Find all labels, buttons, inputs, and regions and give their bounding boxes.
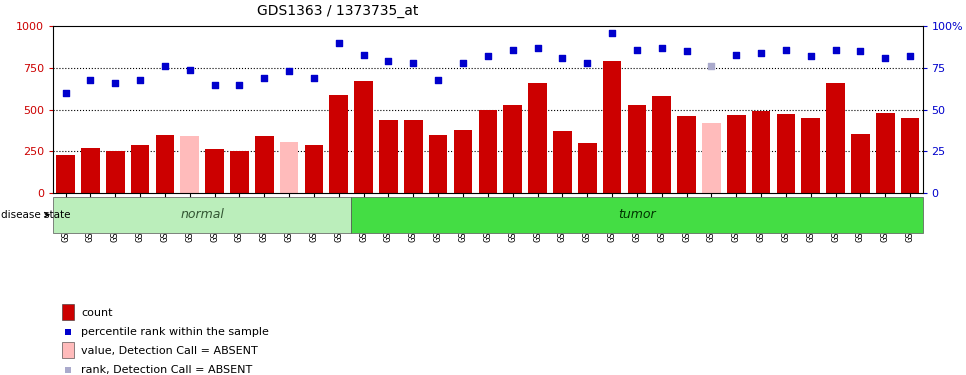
Point bbox=[406, 60, 421, 66]
Point bbox=[107, 80, 123, 86]
Point bbox=[505, 46, 521, 53]
Bar bbox=[603, 61, 621, 193]
Text: value, Detection Call = ABSENT: value, Detection Call = ABSENT bbox=[81, 346, 258, 356]
Point bbox=[281, 68, 297, 74]
Bar bbox=[280, 142, 298, 193]
Point bbox=[580, 60, 595, 66]
Point bbox=[381, 58, 396, 64]
Bar bbox=[304, 145, 324, 193]
Point bbox=[703, 63, 719, 69]
Bar bbox=[130, 145, 150, 193]
Point bbox=[853, 48, 868, 54]
Point bbox=[629, 46, 644, 53]
Point bbox=[877, 55, 893, 61]
Point bbox=[902, 53, 918, 59]
Point bbox=[257, 75, 272, 81]
Bar bbox=[329, 94, 348, 193]
Bar bbox=[478, 110, 497, 193]
Bar bbox=[181, 136, 199, 193]
Bar bbox=[62, 304, 74, 320]
Point bbox=[779, 46, 794, 53]
Text: tumor: tumor bbox=[618, 208, 656, 221]
Bar bbox=[702, 123, 721, 193]
Bar bbox=[454, 130, 472, 193]
Point bbox=[232, 82, 247, 88]
Bar bbox=[56, 155, 75, 193]
Text: count: count bbox=[81, 308, 112, 318]
Bar bbox=[528, 83, 547, 193]
Point bbox=[58, 90, 73, 96]
Point bbox=[207, 82, 222, 88]
Bar bbox=[876, 113, 895, 193]
Bar bbox=[156, 135, 174, 193]
Bar bbox=[429, 135, 447, 193]
Bar bbox=[851, 134, 869, 193]
Bar bbox=[355, 81, 373, 193]
Bar bbox=[106, 152, 125, 193]
Point bbox=[654, 45, 669, 51]
Point bbox=[605, 30, 620, 36]
Point bbox=[728, 52, 744, 58]
Bar bbox=[62, 342, 74, 358]
Bar bbox=[53, 197, 352, 232]
Bar bbox=[802, 118, 820, 193]
Point bbox=[480, 53, 496, 59]
Bar bbox=[503, 105, 522, 193]
Bar bbox=[677, 116, 696, 193]
Bar bbox=[652, 96, 671, 193]
Bar bbox=[404, 120, 423, 193]
Text: percentile rank within the sample: percentile rank within the sample bbox=[81, 327, 269, 337]
Point bbox=[554, 55, 570, 61]
Bar bbox=[777, 114, 795, 193]
Point bbox=[182, 67, 197, 73]
Bar bbox=[826, 83, 845, 193]
Point bbox=[355, 52, 371, 58]
Bar bbox=[206, 149, 224, 193]
Bar bbox=[81, 148, 99, 193]
Bar bbox=[255, 136, 273, 193]
Text: GDS1363 / 1373735_at: GDS1363 / 1373735_at bbox=[257, 4, 419, 18]
Point bbox=[828, 46, 843, 53]
Text: normal: normal bbox=[181, 208, 224, 221]
Point bbox=[753, 50, 769, 56]
Point bbox=[132, 76, 148, 82]
Bar bbox=[578, 143, 597, 193]
Point bbox=[431, 76, 446, 82]
Bar bbox=[554, 131, 572, 193]
Point bbox=[529, 45, 545, 51]
Bar bbox=[727, 115, 746, 193]
Bar bbox=[901, 118, 920, 193]
Point bbox=[157, 63, 173, 69]
Point bbox=[803, 53, 818, 59]
Point bbox=[455, 60, 470, 66]
Bar bbox=[752, 111, 771, 193]
Point bbox=[306, 75, 322, 81]
Text: disease state: disease state bbox=[1, 210, 71, 220]
Bar bbox=[352, 197, 923, 232]
Bar bbox=[380, 120, 398, 193]
Bar bbox=[628, 105, 646, 193]
Point bbox=[679, 48, 695, 54]
Point bbox=[83, 76, 99, 82]
Bar bbox=[230, 151, 249, 193]
Text: rank, Detection Call = ABSENT: rank, Detection Call = ABSENT bbox=[81, 365, 252, 375]
Point bbox=[331, 40, 347, 46]
